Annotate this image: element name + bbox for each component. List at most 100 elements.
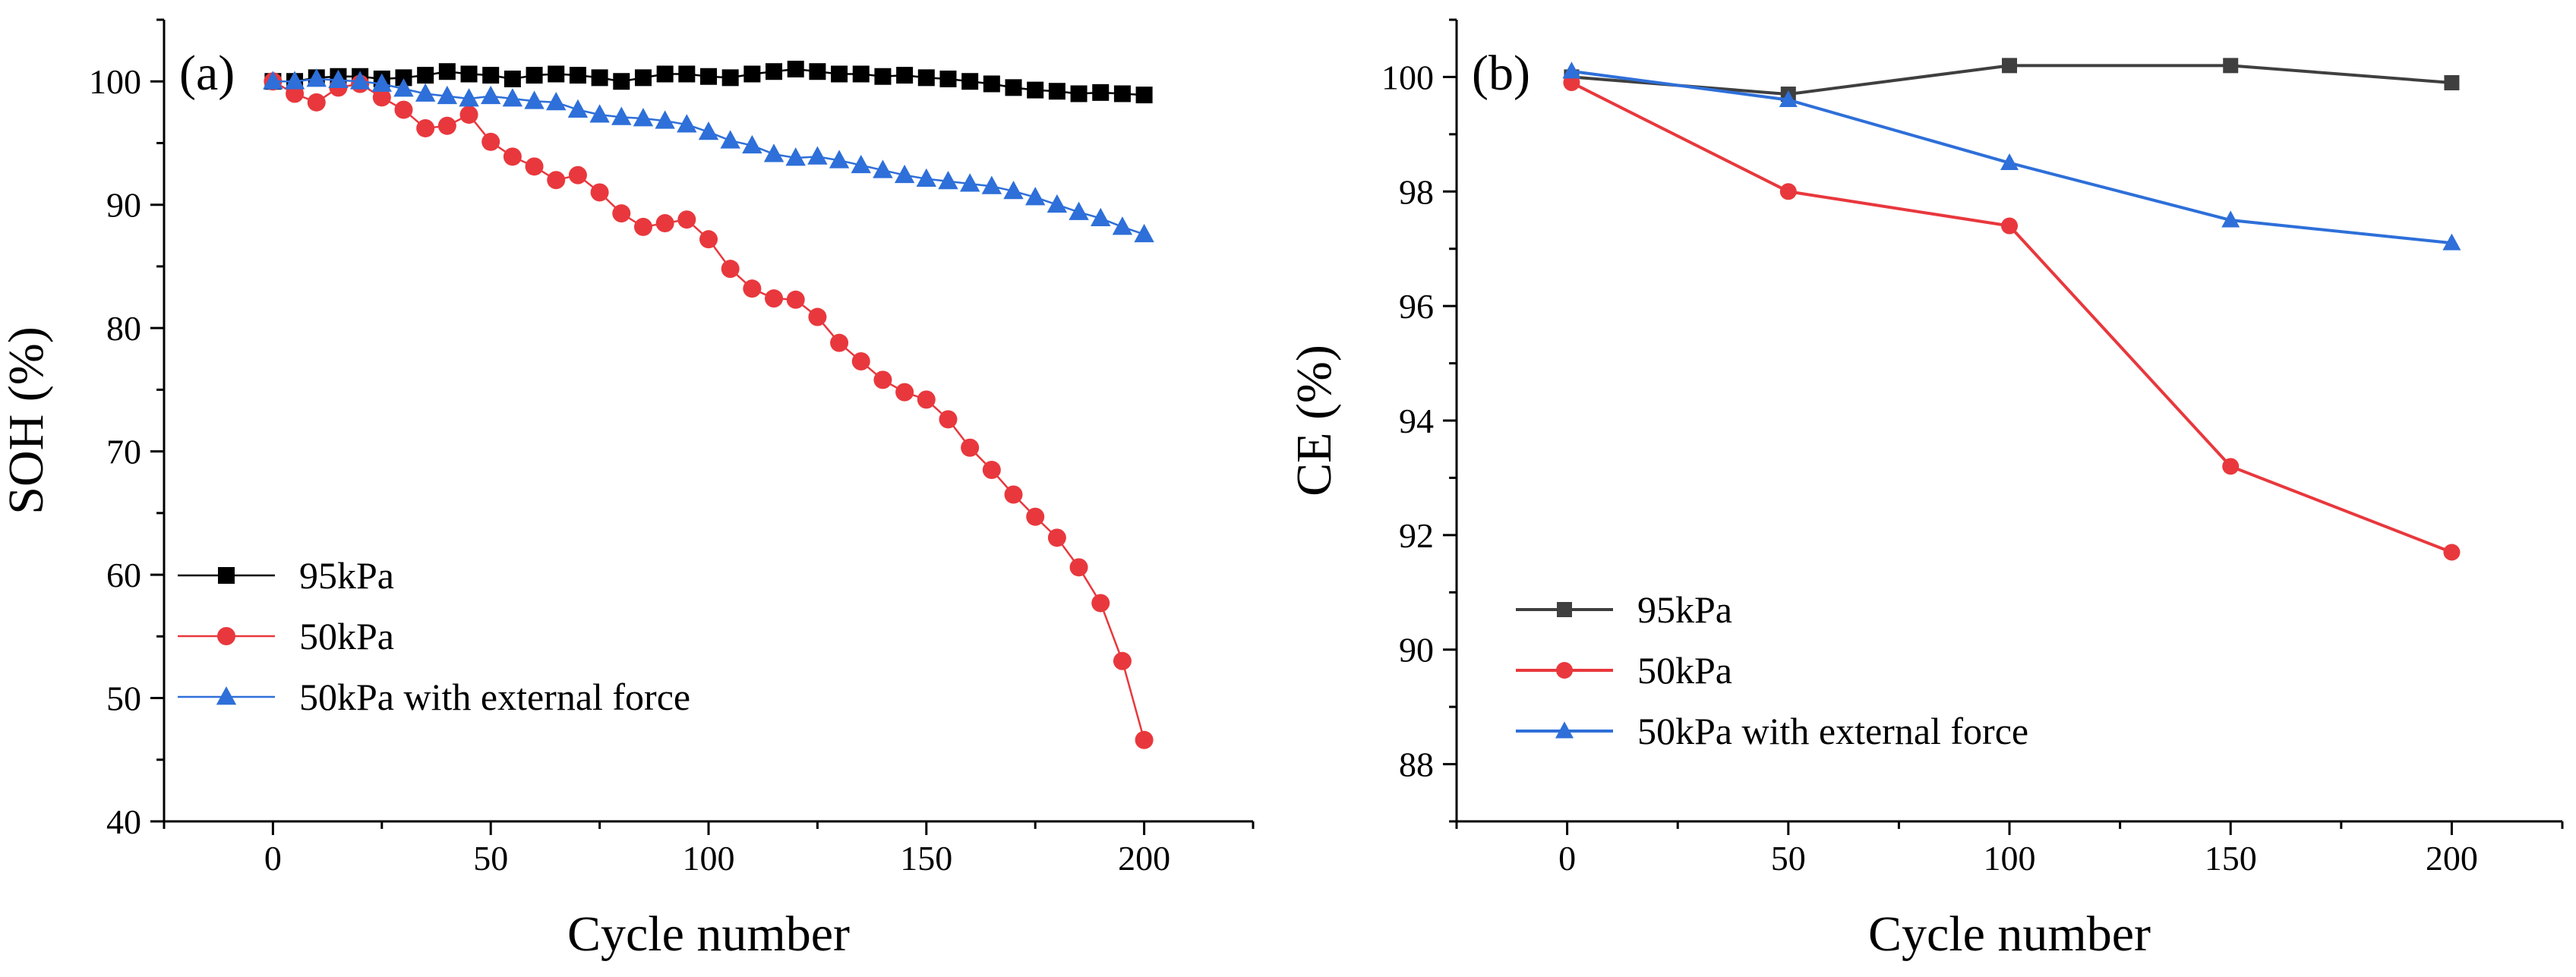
data-point — [938, 170, 958, 190]
data-point — [547, 171, 566, 190]
data-point — [2442, 233, 2461, 251]
data-point — [503, 147, 522, 166]
data-point — [1025, 187, 1046, 206]
data-point — [328, 69, 349, 89]
data-point — [504, 70, 521, 87]
data-point — [612, 204, 631, 223]
data-point — [677, 210, 696, 229]
data-point — [831, 65, 848, 83]
data-point — [939, 410, 958, 429]
data-point — [526, 67, 543, 84]
y-tick-label: 92 — [1399, 516, 1434, 555]
legend-marker — [218, 567, 235, 584]
data-point — [2443, 544, 2461, 561]
data-point — [481, 132, 500, 151]
data-point — [656, 65, 674, 83]
data-point — [1069, 558, 1088, 577]
x-tick-label: 100 — [683, 839, 735, 878]
data-point — [981, 175, 1002, 194]
data-point — [460, 65, 478, 83]
x-axis-title: Cycle number — [1868, 906, 2151, 962]
series-50kpa-with-external-force — [1562, 61, 2461, 251]
panel-b: 0 50 100 150 200 88 90 92 94 96 98 100 Cycle number C… — [1286, 18, 2564, 962]
data-point — [1027, 81, 1044, 99]
data-point — [873, 370, 892, 389]
data-point — [982, 460, 1001, 479]
y-tick-label: 100 — [1381, 58, 1434, 96]
data-point — [459, 106, 478, 124]
data-point — [765, 289, 784, 308]
data-point — [2444, 74, 2460, 90]
data-point — [916, 168, 936, 187]
data-point — [2221, 210, 2240, 228]
data-point — [983, 75, 1000, 93]
y-tick-label: 90 — [1399, 631, 1434, 670]
series-line — [1571, 81, 2453, 554]
data-point — [655, 110, 675, 129]
data-point — [634, 69, 652, 87]
data-point — [894, 164, 915, 184]
data-point — [852, 65, 870, 83]
data-point — [569, 67, 586, 84]
data-point — [1134, 223, 1154, 243]
data-point — [568, 165, 587, 184]
data-point — [787, 60, 804, 77]
data-point — [698, 121, 719, 140]
panel-a: 0 50 100 150 200 40 50 60 70 80 90 100 Cycle number S… — [0, 18, 1255, 962]
x-tick-label: 150 — [2205, 839, 2257, 878]
data-point — [590, 183, 609, 202]
data-point — [548, 65, 565, 83]
data-point — [1563, 74, 1580, 91]
data-point — [1091, 207, 1111, 226]
data-point — [2000, 153, 2019, 171]
data-point — [1003, 180, 1024, 200]
data-point — [459, 88, 479, 107]
data-point — [1112, 216, 1133, 235]
x-tick-label: 0 — [1558, 839, 1576, 878]
data-point — [766, 63, 783, 80]
data-point — [851, 352, 870, 371]
data-point — [873, 159, 893, 178]
data-point — [786, 290, 805, 309]
x-tick-label: 150 — [900, 839, 952, 878]
y-tick-label: 80 — [106, 309, 141, 348]
data-point — [1113, 85, 1131, 102]
data-point — [371, 73, 392, 92]
data-point — [851, 154, 871, 174]
data-point — [655, 214, 674, 233]
y-axis-title: CE (%) — [1286, 345, 1342, 496]
data-point — [2001, 217, 2018, 235]
data-point — [437, 85, 458, 105]
data-point — [306, 68, 327, 87]
data-point — [567, 99, 589, 118]
data-point — [763, 143, 784, 162]
data-point — [1113, 651, 1132, 670]
data-point — [742, 134, 762, 154]
data-point — [1047, 528, 1066, 547]
y-tick-label: 94 — [1399, 402, 1434, 440]
data-point — [502, 88, 523, 107]
data-point — [2223, 58, 2239, 74]
data-point — [917, 390, 936, 409]
data-point — [939, 70, 957, 87]
x-tick-label: 200 — [1118, 839, 1170, 878]
data-point — [700, 68, 717, 85]
data-point — [1135, 87, 1153, 104]
data-point — [959, 173, 980, 192]
legend-marker — [1557, 602, 1572, 617]
data-point — [720, 130, 740, 149]
legend-entry: 50kPa — [299, 615, 394, 657]
data-point — [829, 150, 850, 169]
data-point — [721, 69, 739, 87]
data-point — [349, 71, 371, 90]
y-tick-label: 40 — [106, 802, 141, 841]
data-point — [482, 67, 500, 84]
legend-marker — [216, 686, 237, 705]
data-point — [546, 91, 567, 111]
data-point — [2002, 58, 2017, 74]
series-line — [272, 80, 1145, 741]
data-point — [1069, 201, 1089, 220]
y-tick-label: 50 — [106, 679, 141, 718]
data-point — [743, 65, 761, 83]
